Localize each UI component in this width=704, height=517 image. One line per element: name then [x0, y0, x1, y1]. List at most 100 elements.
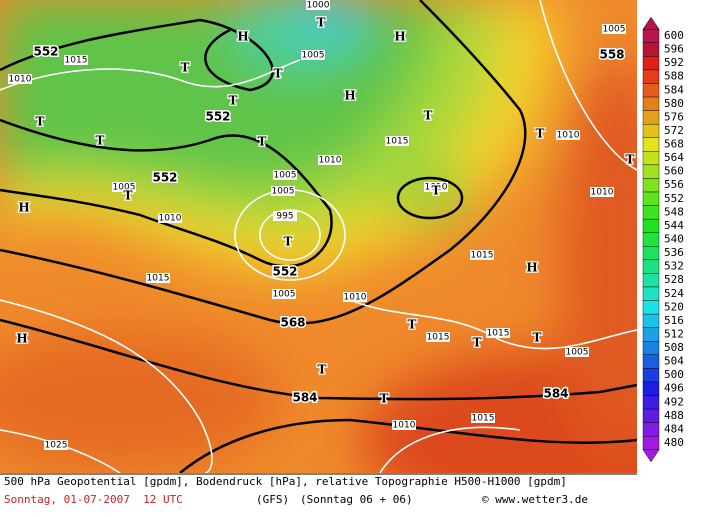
- legend-label: 496: [664, 382, 684, 395]
- pressure-label-bg: [273, 211, 297, 221]
- legend-label: 484: [664, 422, 684, 435]
- legend-swatch: [642, 259, 660, 274]
- legend-label: 532: [664, 260, 684, 273]
- legend-swatch: [642, 83, 660, 98]
- pressure-label: 1005: [302, 51, 325, 61]
- legend-swatch: [642, 29, 660, 43]
- legend-label: 560: [664, 165, 684, 178]
- pressure-center: T: [536, 127, 545, 141]
- legend-label: 512: [664, 327, 684, 340]
- pressure-center: T: [533, 331, 542, 345]
- pressure-label-bg: [271, 186, 295, 196]
- footer-bg: [0, 473, 704, 513]
- legend-label: 516: [664, 314, 684, 327]
- pressure-center: T: [229, 94, 238, 108]
- legend-label: 568: [664, 138, 684, 151]
- pressure-label-bg: [301, 50, 325, 60]
- pressure-label-bg: [471, 413, 495, 423]
- footer-date: Sonntag, 01-07-2007 12 UTC: [4, 493, 183, 506]
- pressure-label: 1015: [471, 251, 494, 261]
- pressure-center: T: [380, 392, 389, 406]
- pressure-center: T: [124, 189, 133, 203]
- legend-label: 508: [664, 341, 684, 354]
- pressure-center: H: [344, 89, 355, 103]
- legend-label: 588: [664, 70, 684, 83]
- pressure-label: 1005: [272, 187, 295, 197]
- legend-swatch: [642, 232, 660, 247]
- pressure-label: 995: [276, 212, 293, 222]
- height-label: 552: [205, 110, 230, 124]
- legend-swatch: [642, 151, 660, 166]
- legend-label: 564: [664, 151, 684, 164]
- pressure-center: T: [274, 67, 283, 81]
- legend-label: 600: [664, 29, 684, 42]
- legend-label: 500: [664, 368, 684, 381]
- pressure-center: T: [626, 153, 635, 167]
- legend-swatch: [642, 123, 660, 138]
- pressure-label-bg: [146, 273, 170, 283]
- legend-swatch: [642, 368, 660, 383]
- pressure-center: H: [526, 261, 537, 275]
- legend-swatch: [642, 273, 660, 288]
- pressure-label-bg: [470, 250, 494, 260]
- pressure-label-bg: [565, 347, 589, 357]
- legend-swatch: [642, 286, 660, 301]
- legend-swatch: [642, 300, 660, 315]
- pressure-label: 1010: [9, 75, 32, 85]
- footer-model: (GFS): [256, 493, 289, 506]
- legend-label: 596: [664, 43, 684, 56]
- legend-label: 488: [664, 409, 684, 422]
- pressure-label-bg: [424, 182, 448, 192]
- pressure-center: T: [36, 115, 45, 129]
- pressure-label: 1010: [393, 421, 416, 431]
- legend-label: 544: [664, 219, 684, 232]
- pressure-center: T: [432, 184, 441, 198]
- pressure-label-bg: [556, 130, 580, 140]
- pressure-center: H: [18, 201, 29, 215]
- pressure-label: 1010: [425, 183, 448, 193]
- pressure-center: T: [318, 363, 327, 377]
- legend-label: 580: [664, 97, 684, 110]
- height-label: 584: [292, 391, 317, 405]
- pressure-center: T: [284, 235, 293, 249]
- pressure-label: 1015: [386, 137, 409, 147]
- pressure-label: 1005: [566, 348, 589, 358]
- legend-swatch: [642, 218, 660, 233]
- pressure-center: T: [408, 318, 417, 332]
- pressure-label-bg: [64, 55, 88, 65]
- pressure-label-bg: [426, 332, 450, 342]
- legend-swatch: [642, 327, 660, 342]
- legend-swatch: [642, 137, 660, 152]
- legend-swatch: [642, 341, 660, 356]
- legend-label: 528: [664, 273, 684, 286]
- footer-description: 500 hPa Geopotential [gpdm], Bodendruck …: [4, 475, 567, 488]
- pressure-center: T: [424, 109, 433, 123]
- pressure-label: 1015: [487, 329, 510, 339]
- pressure-center: T: [317, 16, 326, 30]
- pressure-label: 1015: [427, 333, 450, 343]
- pressure-label-bg: [385, 136, 409, 146]
- pressure-label-bg: [158, 213, 182, 223]
- pressure-label: 1015: [65, 56, 88, 66]
- pressure-label-bg: [306, 0, 330, 10]
- legend-label: 480: [664, 436, 684, 449]
- legend-swatch: [642, 69, 660, 84]
- legend-label: 504: [664, 355, 684, 368]
- legend-swatch: [642, 110, 660, 125]
- pressure-label: 1010: [344, 293, 367, 303]
- legend-swatch: [642, 164, 660, 179]
- legend-swatch: [642, 395, 660, 410]
- pressure-label-bg: [44, 440, 68, 450]
- pressure-label: 1025: [45, 441, 68, 451]
- height-label: 568: [280, 316, 305, 330]
- pressure-label: 1010: [557, 131, 580, 141]
- pressure-center: T: [258, 135, 267, 149]
- pressure-label: 1010: [591, 188, 614, 198]
- pressure-center: H: [394, 30, 405, 44]
- pressure-label: 1005: [603, 25, 626, 35]
- pressure-label-bg: [318, 155, 342, 165]
- legend-label: 556: [664, 178, 684, 191]
- height-label: 552: [152, 171, 177, 185]
- pressure-label-bg: [392, 420, 416, 430]
